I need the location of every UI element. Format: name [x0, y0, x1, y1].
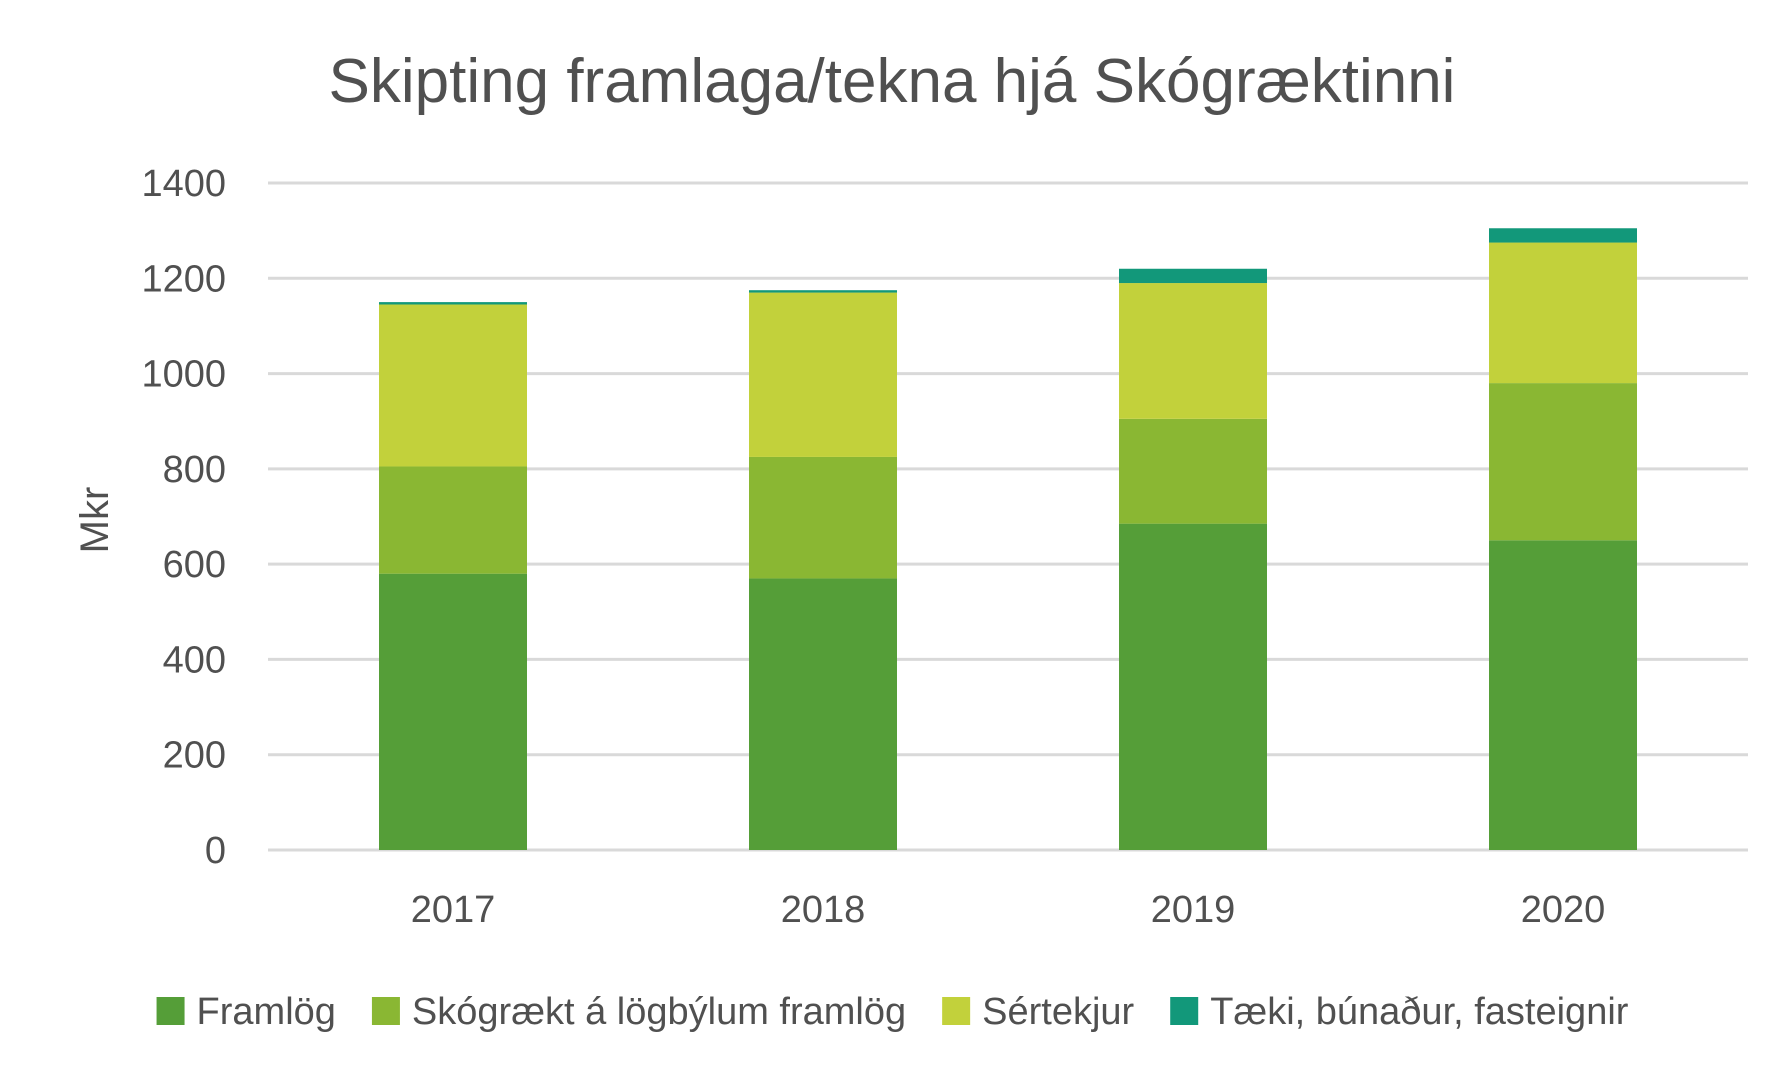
bar-segment [749, 456, 897, 579]
legend-swatch [156, 997, 185, 1025]
bar-segment [749, 290, 897, 293]
legend-label: Sértekjur [982, 991, 1134, 1033]
bar-segment [379, 466, 527, 574]
legend-label: Skógrækt á lögbýlum framlög [412, 991, 906, 1033]
bar-segment [379, 573, 527, 850]
bar-segment [379, 304, 527, 467]
legend-item: Skógrækt á lögbýlum framlög [371, 991, 906, 1033]
y-axis-ticks: 0 200 400 600 800 1000 1200 1400 [141, 163, 226, 872]
x-axis-ticks: 2017 2018 2019 2020 [411, 889, 1606, 931]
bar-segment [1489, 242, 1637, 384]
bar-segment [1489, 383, 1637, 541]
legend-item: Framlög [156, 991, 336, 1033]
bar-segment [1489, 540, 1637, 850]
y-tick-label: 200 [163, 735, 226, 777]
x-tick-label: 2017 [411, 889, 496, 931]
bars [379, 228, 1637, 850]
legend-swatch [1170, 997, 1199, 1025]
legend-swatch [942, 997, 971, 1025]
legend-item: Sértekjur [942, 991, 1135, 1033]
y-tick-label: 600 [163, 544, 226, 586]
bar-segment [749, 292, 897, 457]
bar-segment [379, 302, 527, 305]
x-tick-label: 2019 [1151, 889, 1236, 931]
bar-segment [1119, 283, 1267, 419]
y-tick-label: 0 [205, 830, 226, 872]
bar-segment [1489, 228, 1637, 243]
legend-swatch [371, 997, 400, 1025]
legend-label: Tæki, búnaður, fasteignir [1210, 991, 1629, 1033]
bar-segment [749, 578, 897, 850]
y-tick-label: 400 [163, 639, 226, 681]
legend-item: Tæki, búnaður, fasteignir [1170, 991, 1629, 1033]
y-axis-label: Mkr [73, 487, 117, 554]
x-tick-label: 2020 [1521, 889, 1606, 931]
x-tick-label: 2018 [781, 889, 866, 931]
y-tick-label: 1200 [141, 258, 226, 300]
y-tick-label: 800 [163, 449, 226, 491]
bar-segment [1119, 523, 1267, 850]
chart-title: Skipting framlaga/tekna hjá Skógræktinni [329, 47, 1456, 116]
y-tick-label: 1400 [141, 163, 226, 205]
bar-segment [1119, 268, 1267, 284]
legend: Framlög Skógrækt á lögbýlum framlög Sértek… [156, 991, 1629, 1033]
y-tick-label: 1000 [141, 354, 226, 396]
bar-segment [1119, 418, 1267, 524]
legend-label: Framlög [197, 991, 336, 1033]
